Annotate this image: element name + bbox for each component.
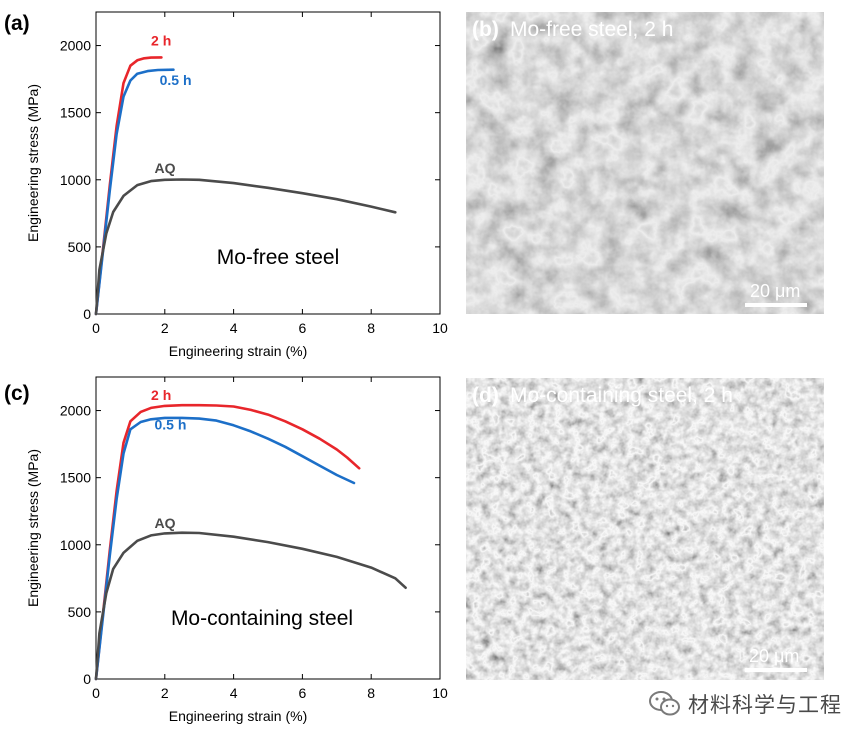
scale-bar-d [745,668,807,672]
chart-panel-a: 0 2 4 6 8 10 0 500 1000 1500 2000 Engineering strai… [25,11,448,359]
x-tick-label-a: 6 [299,320,307,336]
y-tick-label-a: 1000 [60,172,91,188]
scale-bar-b-label: 20 μm [750,281,800,301]
sem-image-b: (b) Mo-free steel, 2 h 20 μm [466,12,824,314]
y-tick-label-a: 1500 [60,105,91,121]
y-tick-label-c: 1500 [60,470,91,486]
series-line-c-2h [94,403,361,681]
y-tick-label-a: 2000 [60,38,91,54]
x-tick-label-a: 0 [92,320,100,336]
series-label-a-05h: 0.5 h [160,72,192,88]
panel-b-caption: Mo-free steel, 2 h [510,18,673,41]
series-label-c-05h: 0.5 h [154,416,186,432]
x-tick-label-c: 4 [230,685,238,701]
plot-annotation-a: Mo-free steel [217,246,340,269]
series-line-c-05h [94,416,356,681]
scale-bar-d-label: 20 μm [749,646,799,666]
x-tick-label-c: 10 [432,685,448,701]
plot-annotation-c: Mo-containing steel [171,607,353,630]
y-axis-label-a: Engineering stress (MPa) [25,84,41,242]
panel-b-letter: (b) [472,18,499,41]
x-axis-label-a: Engineering strain (%) [169,343,308,359]
series-line-a-05h [94,68,175,316]
series-label-c-AQ: AQ [154,515,175,531]
series-label-c-2h: 2 h [151,387,171,403]
plot-frame-a [95,11,441,315]
y-tick-label-c: 2000 [60,403,91,419]
series-line-c-AQ [94,531,407,681]
chart-panel-c: 0 2 4 6 8 10 0 500 1000 1500 2000 Engineering strai… [25,376,448,724]
y-tick-label-a: 0 [83,306,91,322]
series-label-a-AQ: AQ [154,160,175,176]
series-label-a-2h: 2 h [151,33,171,49]
y-tick-label-c: 1000 [60,537,91,553]
sem-image-d: (d) Mo-containing steel, 2 h 20 μm [466,378,824,680]
watermark-text: 材料科学与工程 [688,694,842,717]
y-axis-label-c: Engineering stress (MPa) [25,449,41,607]
x-tick-label-a: 10 [432,320,448,336]
series-line-a-AQ [94,178,397,316]
panel-d-letter: (d) [472,384,499,407]
x-tick-label-a: 8 [367,320,375,336]
series-line-a-2h [94,56,163,316]
y-tick-label-a: 500 [68,239,92,255]
x-tick-label-c: 6 [299,685,307,701]
watermark: 材料科学与工程 [648,686,858,722]
y-tick-label-c: 500 [68,604,92,620]
wechat-logo-icon [649,691,680,716]
x-tick-label-a: 4 [230,320,238,336]
x-tick-label-c: 0 [92,685,100,701]
panel-c-letter: (c) [4,382,30,405]
panel-a-letter: (a) [4,12,30,35]
panel-d-caption: Mo-containing steel, 2 h [510,384,733,407]
scale-bar-b [745,303,807,307]
x-axis-label-c: Engineering strain (%) [169,708,308,724]
x-tick-label-a: 2 [161,320,169,336]
y-tick-label-c: 0 [83,671,91,687]
x-tick-label-c: 8 [367,685,375,701]
x-tick-label-c: 2 [161,685,169,701]
plot-frame-c [95,376,441,680]
